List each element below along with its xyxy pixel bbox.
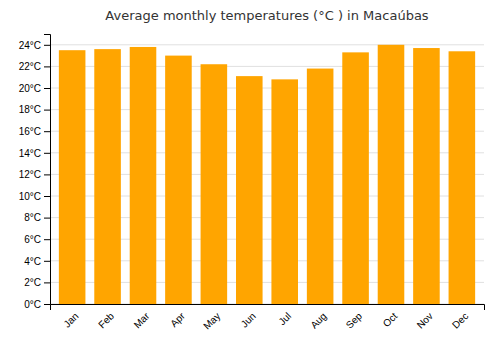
tick: 4°C: [24, 256, 50, 267]
tick-label: Nov: [415, 310, 435, 330]
tick-label: 20°C: [19, 83, 41, 94]
tick-label: 18°C: [19, 104, 41, 115]
tick: 0°C: [24, 299, 50, 310]
tick: Aug: [308, 310, 328, 330]
tick-label: Jan: [61, 310, 80, 329]
tick: Mar: [132, 310, 152, 330]
tick-mark: [44, 88, 50, 89]
tick-label: Mar: [132, 310, 152, 330]
tick-mark: [44, 110, 50, 111]
tick-mark: [44, 282, 50, 283]
tick-label: Jul: [276, 310, 293, 327]
tick: 10°C: [19, 191, 50, 202]
tick-label: Apr: [168, 310, 187, 329]
tick: 18°C: [19, 104, 50, 115]
tick-label: Sep: [344, 310, 365, 331]
tick: 14°C: [19, 148, 50, 159]
tick-mark: [44, 66, 50, 67]
tick-label: 10°C: [19, 191, 41, 202]
tick: Jul: [276, 310, 293, 327]
tick-mark: [44, 45, 50, 46]
bar: [201, 64, 228, 304]
tick-mark: [44, 239, 50, 240]
tick: 2°C: [24, 277, 50, 288]
tick: Nov: [415, 310, 435, 330]
tick-label: 22°C: [19, 61, 41, 72]
axis-line: [44, 35, 51, 305]
tick-label: Jun: [239, 310, 258, 329]
tick: Feb: [96, 310, 116, 330]
tick-label: 16°C: [19, 126, 41, 137]
tick-label: 4°C: [24, 256, 41, 267]
tick-label: Aug: [308, 310, 328, 330]
tick: Jun: [239, 310, 258, 329]
y-axis: 0°C 2°C 4°C 6°C 8°C 10°C 12°C 14°C 16°C 18°C 20°C 2…: [19, 35, 51, 310]
chart: 0°C 2°C 4°C 6°C 8°C 10°C 12°C 14°C 16°C 18°C 20°C 2…: [0, 0, 500, 350]
tick: 22°C: [19, 61, 50, 72]
tick: May: [201, 310, 222, 331]
bar: [94, 49, 121, 304]
bar: [271, 79, 298, 304]
tick: Sep: [344, 310, 365, 331]
title: Average monthly temperatures (°C ) in Ma…: [105, 8, 428, 23]
bar: [307, 69, 334, 304]
bar: [378, 45, 405, 304]
tick-label: 24°C: [19, 40, 41, 51]
tick-mark: [44, 174, 50, 175]
tick-label: 0°C: [24, 299, 41, 310]
tick: 16°C: [19, 126, 50, 137]
tick: 6°C: [24, 234, 50, 245]
tick: Dec: [450, 310, 470, 330]
tick-mark: [44, 218, 50, 219]
tick-label: 2°C: [24, 277, 41, 288]
tick-mark: [44, 261, 50, 262]
tick: Jan: [61, 310, 80, 329]
tick: Oct: [381, 310, 400, 329]
grid-line: [50, 44, 484, 45]
tick: 20°C: [19, 83, 50, 94]
tick-label: May: [201, 310, 222, 331]
tick-label: 8°C: [24, 212, 41, 223]
plot: 0°C 2°C 4°C 6°C 8°C 10°C 12°C 14°C 16°C 18°C 20°C 2…: [19, 35, 485, 332]
tick: 24°C: [19, 40, 50, 51]
tick-mark: [44, 304, 50, 305]
grid: [50, 45, 484, 304]
tick-label: 6°C: [24, 234, 41, 245]
tick-mark: [44, 153, 50, 154]
x-axis: Jan Feb Mar Apr May Jun Jul Aug Sep Oct Nov Dec: [51, 305, 485, 332]
bar: [236, 76, 263, 304]
bar: [413, 48, 440, 304]
tick-label: 12°C: [19, 169, 41, 180]
bars: [59, 45, 475, 304]
bar: [130, 47, 157, 304]
bar: [165, 56, 192, 304]
tick: 12°C: [19, 169, 50, 180]
bar: [342, 52, 369, 304]
tick-mark: [44, 131, 50, 132]
tick-label: 14°C: [19, 148, 41, 159]
tick-label: Oct: [381, 310, 400, 329]
tick: 8°C: [24, 212, 50, 223]
tick-label: Feb: [96, 310, 116, 330]
bar: [449, 51, 476, 304]
tick-label: Dec: [450, 310, 470, 330]
bar: [59, 50, 86, 304]
tick-mark: [44, 196, 50, 197]
tick: Apr: [168, 310, 187, 329]
axis-line: [51, 305, 485, 311]
